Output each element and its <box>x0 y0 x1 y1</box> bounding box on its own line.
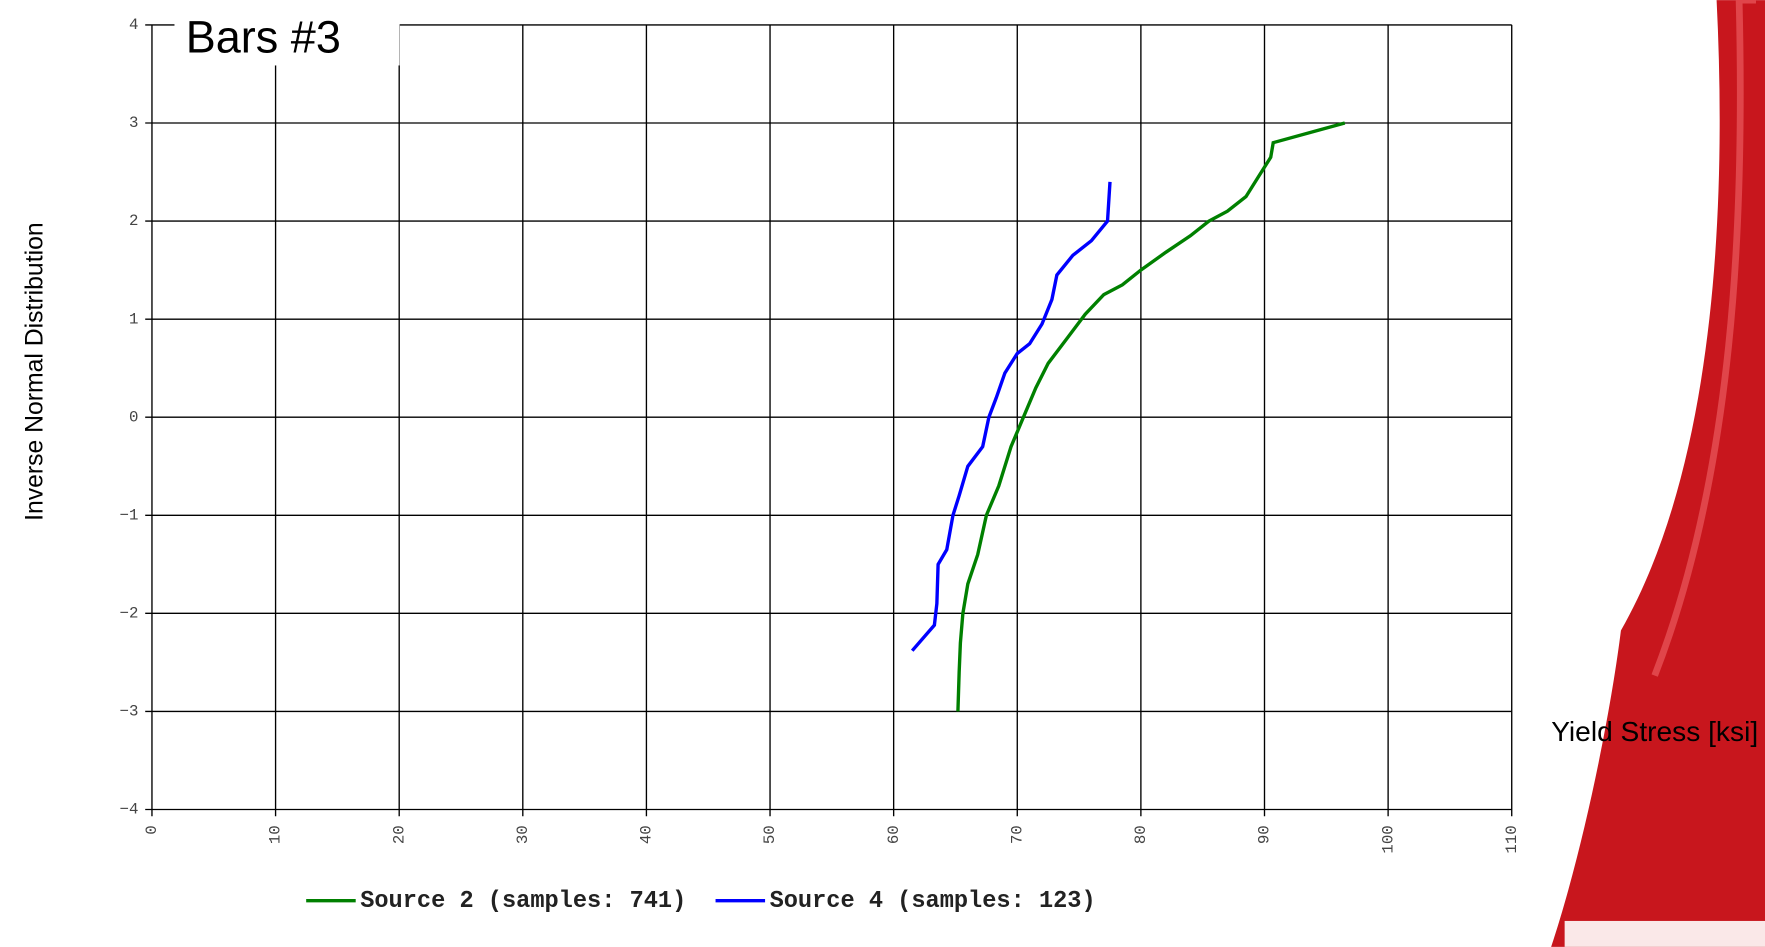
decoration-highlight <box>1651 0 1756 677</box>
decoration <box>1551 0 1765 947</box>
x-tick-label: 20 <box>390 825 408 844</box>
y-tick-label: 4 <box>129 16 138 34</box>
x-tick-label: 10 <box>267 825 285 844</box>
y-tick-label: −2 <box>120 605 139 623</box>
y-axis-label: Inverse Normal Distribution <box>22 222 49 520</box>
x-tick-label: 0 <box>143 825 161 834</box>
series-line <box>910 181 1112 652</box>
legend-label: Source 2 (samples: 741) <box>360 888 686 915</box>
chart-title: Bars #3 <box>186 12 341 63</box>
y-tick-label: −4 <box>120 801 139 819</box>
y-tick-label: −3 <box>120 703 139 721</box>
x-tick-label: 60 <box>885 825 903 844</box>
y-tick-label: −1 <box>120 506 139 524</box>
y-tick-label: 3 <box>129 114 138 132</box>
series-line <box>956 121 1346 712</box>
x-tick-label: 100 <box>1379 825 1397 853</box>
x-axis-label: Yield Stress [ksi] <box>1551 716 1759 748</box>
x-tick-label: 40 <box>638 825 656 844</box>
x-tick-label: 80 <box>1132 825 1150 844</box>
y-tick-label: 2 <box>129 212 138 230</box>
decoration-logo <box>1564 920 1765 947</box>
x-axis-label-box: Yield Stress [ksi] <box>1551 716 1759 748</box>
y-tick-label: 1 <box>129 310 138 328</box>
x-tick-label: 90 <box>1256 825 1274 844</box>
title-background <box>174 9 400 66</box>
x-tick-label: 110 <box>1503 825 1521 853</box>
x-tick-label: 50 <box>761 825 779 844</box>
x-tick-label: 70 <box>1008 825 1026 844</box>
y-tick-label: 0 <box>129 408 138 426</box>
x-tick-label: 30 <box>514 825 532 844</box>
legend-label: Source 4 (samples: 123) <box>770 888 1096 915</box>
